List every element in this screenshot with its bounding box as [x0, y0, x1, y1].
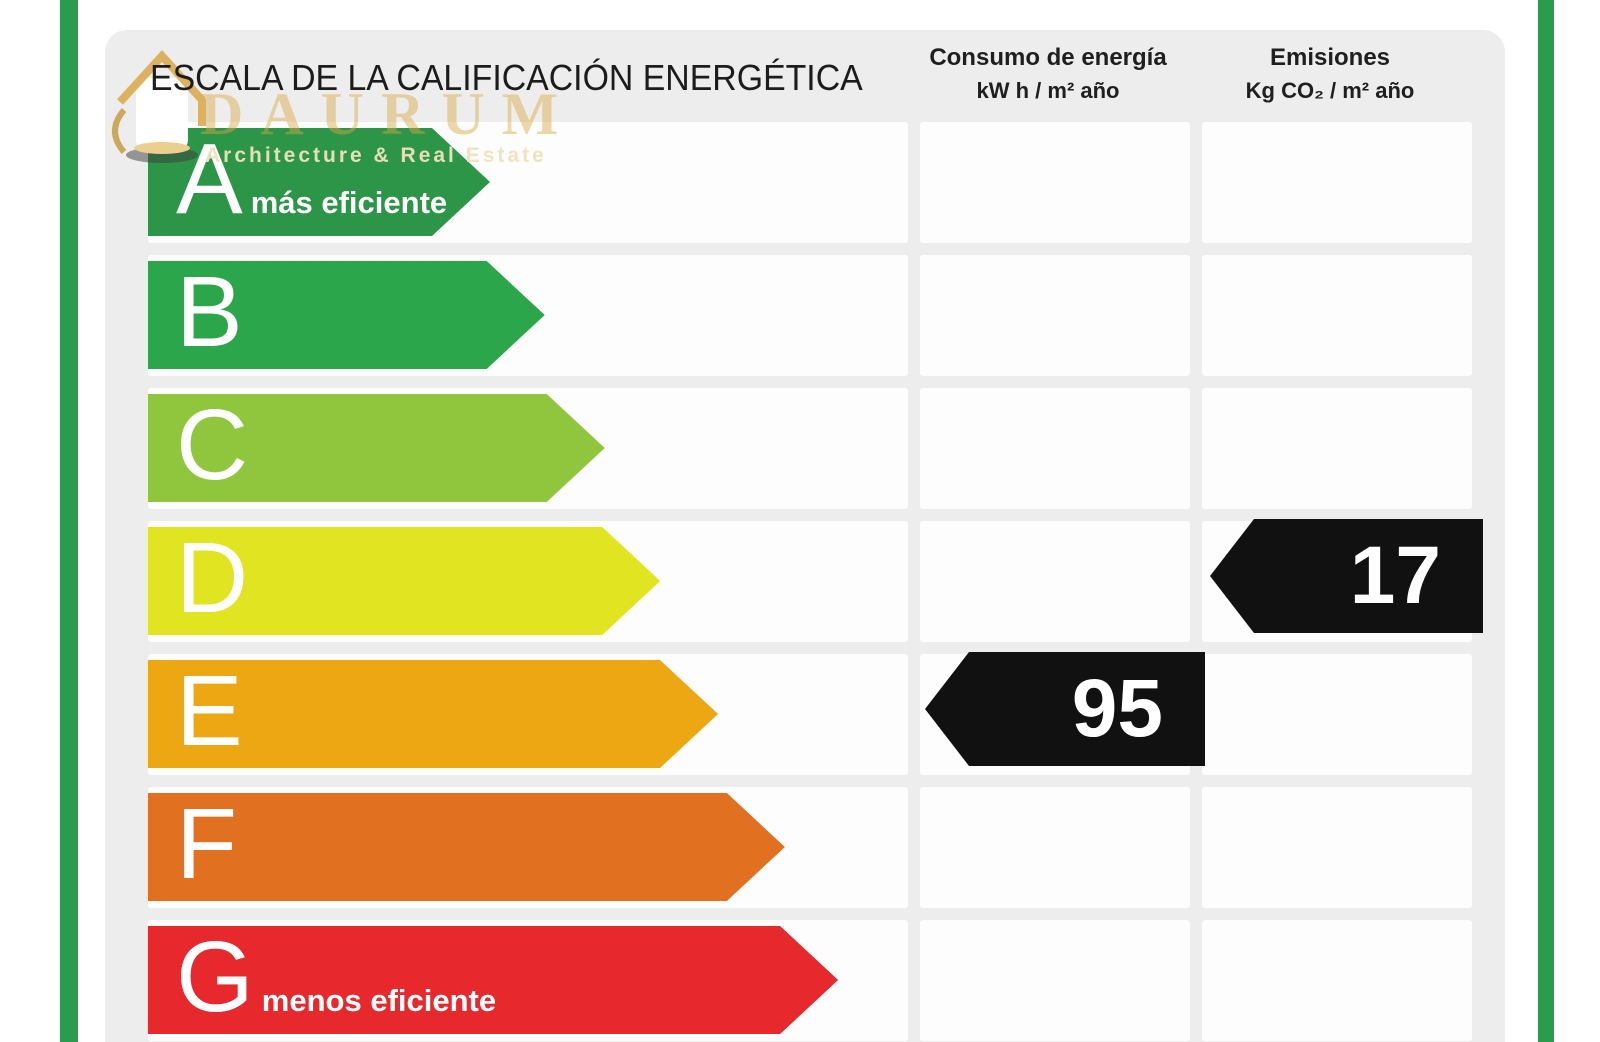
emissions-value-arrow: 17: [1210, 519, 1483, 633]
energy-scale-panel: DAURUM Architecture & Real Estate ESCALA…: [105, 30, 1505, 1042]
rating-cell-b: B: [148, 255, 908, 376]
rating-bar-f: F: [148, 793, 785, 901]
emissions-header-line2: Kg CO₂ / m² año: [1245, 78, 1415, 103]
emissions-cell-b: [1202, 255, 1472, 376]
emissions-cell-e: [1202, 654, 1472, 775]
rating-letter-g: G: [176, 921, 254, 1033]
rating-row-c: C: [105, 384, 1505, 517]
consumption-header-line2: kW h / m² año: [976, 78, 1120, 103]
rating-bar-c: C: [148, 394, 605, 502]
consumption-cell-c: [920, 388, 1190, 509]
left-green-border: [60, 0, 78, 1042]
rating-cell-f: F: [148, 787, 908, 908]
rating-bar-e: E: [148, 660, 718, 768]
consumption-column-header: Consumo de energía kW h / m² año: [898, 42, 1198, 108]
consumption-value-arrow: 95: [925, 652, 1205, 766]
rating-letter-b: B: [176, 256, 243, 368]
emissions-column-header: Emisiones Kg CO₂ / m² año: [1180, 42, 1480, 108]
emissions-cell-c: [1202, 388, 1472, 509]
rating-letter-a: A: [176, 123, 243, 235]
consumption-header-line1: Consumo de energía: [929, 44, 1167, 71]
consumption-cell-f: [920, 787, 1190, 908]
rating-letter-f: F: [176, 788, 238, 900]
rating-bar-d: D: [148, 527, 660, 635]
emissions-value: 17: [1349, 530, 1441, 621]
rating-cell-d: D: [148, 521, 908, 642]
rating-row-b: B: [105, 251, 1505, 384]
emissions-cell-g: [1202, 920, 1472, 1041]
emissions-header-line1: Emisiones: [1269, 44, 1391, 71]
rating-letter-d: D: [176, 522, 249, 634]
rating-row-e: E 95: [105, 650, 1505, 783]
rating-note-least-efficient: menos eficiente: [261, 983, 497, 1018]
scale-title: ESCALA DE LA CALIFICACIÓN ENERGÉTICA: [150, 57, 863, 98]
rating-row-f: F: [105, 783, 1505, 916]
right-green-border: [1538, 0, 1554, 1042]
emissions-cell-a: [1202, 122, 1472, 243]
emissions-cell-f: [1202, 787, 1472, 908]
rating-row-d: D 17: [105, 517, 1505, 650]
consumption-cell-d: [920, 521, 1190, 642]
rating-cell-c: C: [148, 388, 908, 509]
consumption-cell-g: [920, 920, 1190, 1041]
rating-letter-c: C: [176, 389, 249, 501]
rating-letter-e: E: [176, 655, 243, 767]
rating-bar-b: B: [148, 261, 545, 369]
rating-cell-e: E: [148, 654, 908, 775]
consumption-cell-b: [920, 255, 1190, 376]
table-header: ESCALA DE LA CALIFICACIÓN ENERGÉTICA Con…: [105, 30, 1505, 118]
rating-note-most-efficient: más eficiente: [250, 185, 448, 220]
consumption-value: 95: [1071, 663, 1163, 754]
consumption-cell-a: [920, 122, 1190, 243]
